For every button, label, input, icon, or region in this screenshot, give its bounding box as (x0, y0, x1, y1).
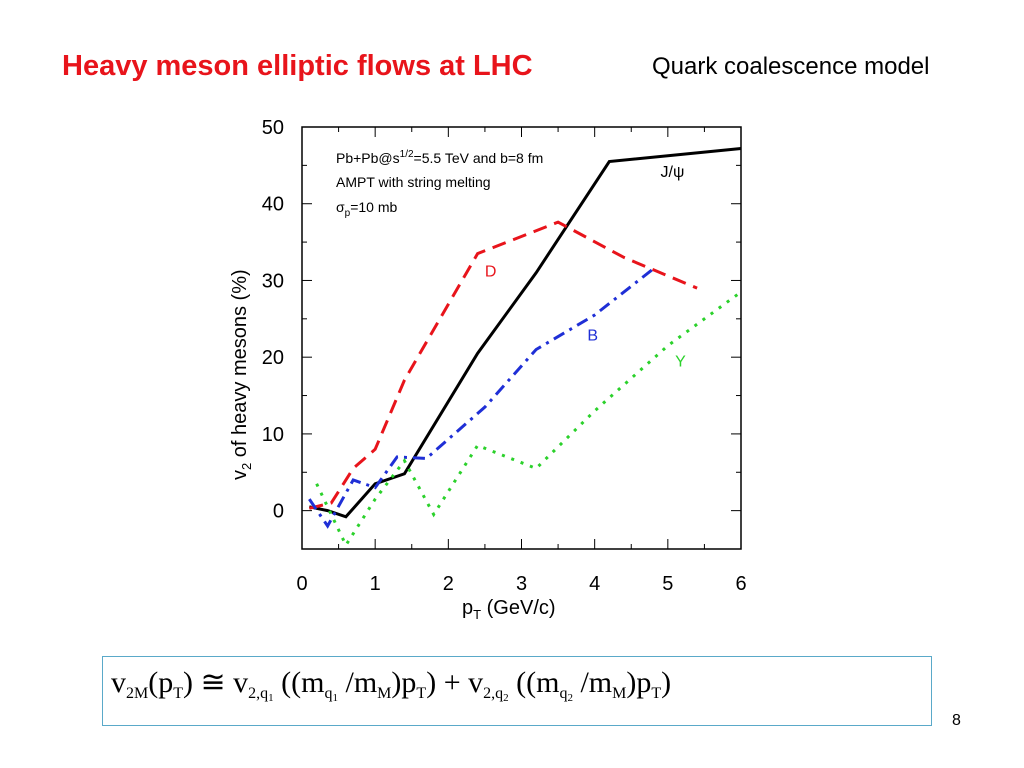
series-line (308, 267, 655, 529)
series-label: J/ψ (661, 164, 685, 181)
slide-subtitle: Quark coalescence model (652, 53, 930, 80)
page-number: 8 (952, 712, 961, 729)
info-line-2: AMPT with string melting (336, 174, 491, 190)
y-tick-label: 30 (262, 270, 284, 292)
x-axis-label: pT (GeV/c) (462, 597, 556, 622)
series-label: D (485, 264, 497, 281)
y-tick-label: 0 (273, 501, 284, 523)
x-tick-label: 2 (443, 573, 454, 595)
series-line (315, 290, 742, 549)
x-tick-label: 5 (662, 573, 673, 595)
y-axis-label: v2 of heavy mesons (%) (229, 269, 254, 480)
y-tick-label: 10 (262, 424, 284, 446)
v2-chart: 0 1 2 3 4 5 6 0 10 20 30 40 50 J/ψ D B Υ Pb+Pb@s1/2=5.5… (229, 117, 747, 622)
y-tick-label: 20 (262, 347, 284, 369)
x-tick-label: 0 (296, 573, 307, 595)
x-tick-label: 3 (516, 573, 527, 595)
series-label: B (587, 327, 598, 344)
formula-box: v2M(pT) ≅ v2,q1 ((mq1 /mM)pT) + v2,q2 ((… (102, 656, 932, 726)
series-label: Υ (675, 353, 686, 370)
y-tick-label: 50 (262, 117, 284, 139)
coalescence-formula: v2M(pT) ≅ v2,q1 ((mq1 /mM)pT) + v2,q2 ((… (111, 666, 672, 704)
y-tick-label: 40 (262, 194, 284, 216)
info-line-1: Pb+Pb@s1/2=5.5 TeV and b=8 fm (336, 149, 543, 166)
x-tick-label: 1 (370, 573, 381, 595)
x-tick-label: 4 (589, 573, 600, 595)
slide-title: Heavy meson elliptic flows at LHC (62, 50, 533, 82)
series-line (308, 220, 698, 510)
info-line-3: σp=10 mb (336, 199, 398, 219)
x-tick-label: 6 (735, 573, 746, 595)
